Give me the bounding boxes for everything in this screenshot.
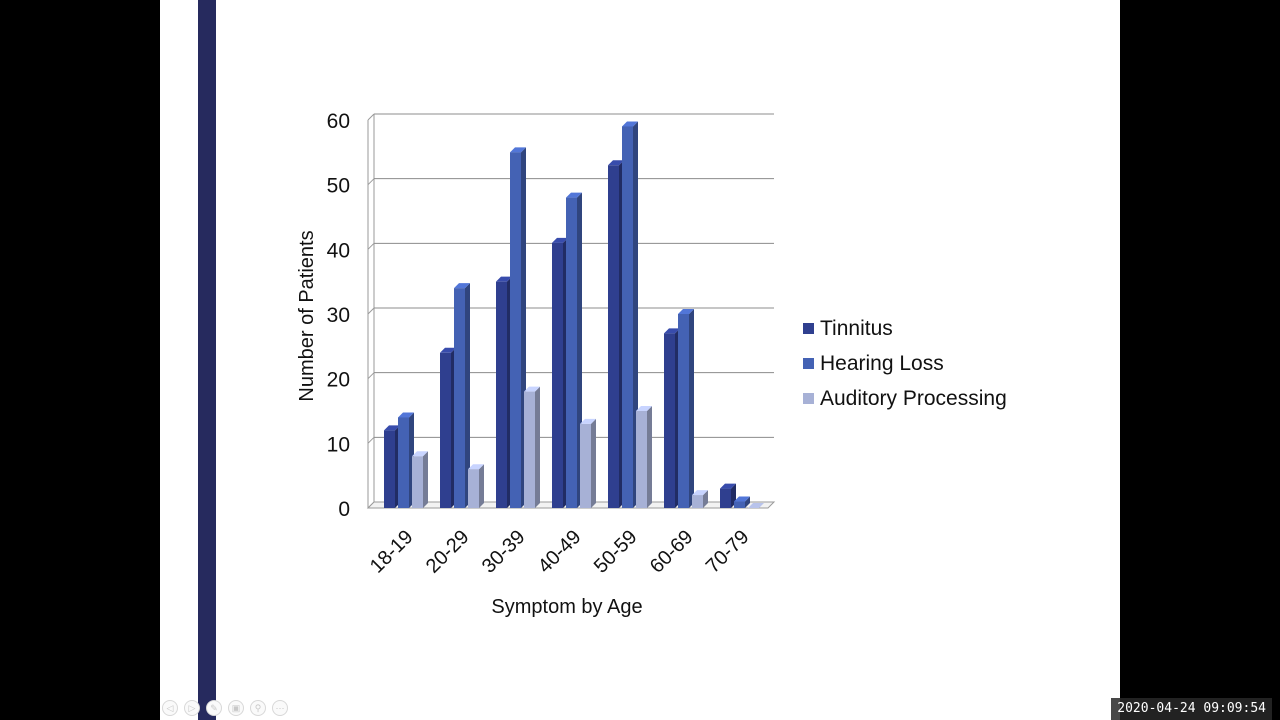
slides-icon[interactable]: ▣	[228, 700, 244, 716]
bar-hearing-loss-30-39	[510, 147, 526, 509]
bar-tinnitus-70-79	[720, 483, 736, 508]
x-tick-label: 30-39	[478, 526, 530, 578]
bar-auditory-processing-40-49	[580, 418, 596, 508]
bar-tinnitus-20-29	[440, 347, 456, 508]
gridline-depth	[367, 372, 375, 380]
gridline-depth	[367, 178, 375, 186]
pen-icon[interactable]: ✎	[206, 700, 222, 716]
gridline-depth	[367, 307, 375, 315]
bar-auditory-processing-60-69	[692, 490, 708, 508]
y-tick-label: 60	[327, 110, 350, 133]
timestamp: 2020-04-24 09:09:54	[1111, 698, 1272, 720]
bar-hearing-loss-50-59	[622, 121, 638, 508]
x-tick-label: 20-29	[422, 526, 474, 578]
y-tick-label: 30	[327, 304, 350, 327]
bar-hearing-loss-18-19	[398, 412, 414, 508]
bar-tinnitus-40-49	[552, 237, 568, 508]
y-tick-label: 10	[327, 433, 350, 456]
x-axis-title: Symptom by Age	[491, 596, 642, 618]
legend-label: Auditory Processing	[820, 387, 1007, 410]
bar-auditory-processing-18-19	[412, 451, 428, 508]
gridline-depth	[367, 436, 375, 444]
next-icon[interactable]: ▷	[184, 700, 200, 716]
x-tick-label: 70-79	[702, 526, 754, 578]
y-tick-label: 40	[327, 239, 350, 262]
bar-hearing-loss-70-79	[734, 496, 750, 508]
x-tick-label: 60-69	[646, 526, 698, 578]
bar-auditory-processing-70-79	[748, 503, 764, 508]
slide-controls: ◁ ▷ ✎ ▣ ⚲ ⋯	[162, 700, 288, 716]
bar-hearing-loss-20-29	[454, 283, 470, 508]
y-tick-label: 0	[338, 498, 350, 521]
slide-accent-bar	[198, 0, 216, 720]
bar-auditory-processing-30-39	[524, 386, 540, 508]
legend-label: Hearing Loss	[820, 352, 944, 375]
more-icon[interactable]: ⋯	[272, 700, 288, 716]
bar-tinnitus-18-19	[384, 425, 400, 508]
legend-swatch	[803, 393, 814, 404]
y-axis-title: Number of Patients	[296, 230, 318, 401]
legend-swatch	[803, 323, 814, 334]
bar-tinnitus-60-69	[664, 328, 680, 508]
x-tick-label: 40-49	[534, 526, 586, 578]
gridline-depth	[367, 113, 375, 121]
bar-chart: 0 10 20 30 40 50 60 18-19 20-29 30-39 40-49 50-59 60…	[296, 110, 1007, 618]
bar-auditory-processing-50-59	[636, 406, 652, 508]
y-tick-label: 50	[327, 175, 350, 198]
legend-label: Tinnitus	[820, 317, 893, 340]
bar-tinnitus-30-39	[496, 276, 512, 508]
gridline-depth	[367, 242, 375, 250]
x-tick-label: 18-19	[366, 526, 418, 578]
bar-auditory-processing-20-29	[468, 464, 484, 508]
bar-tinnitus-50-59	[608, 160, 624, 508]
bar-hearing-loss-60-69	[678, 309, 694, 508]
zoom-icon[interactable]: ⚲	[250, 700, 266, 716]
y-tick-label: 20	[327, 369, 350, 392]
legend-swatch	[803, 358, 814, 369]
x-tick-label: 50-59	[590, 526, 642, 578]
previous-icon[interactable]: ◁	[162, 700, 178, 716]
bar-hearing-loss-40-49	[566, 192, 582, 508]
slide: 0 10 20 30 40 50 60 18-19 20-29 30-39 40-49 50-59 60…	[160, 0, 1120, 720]
